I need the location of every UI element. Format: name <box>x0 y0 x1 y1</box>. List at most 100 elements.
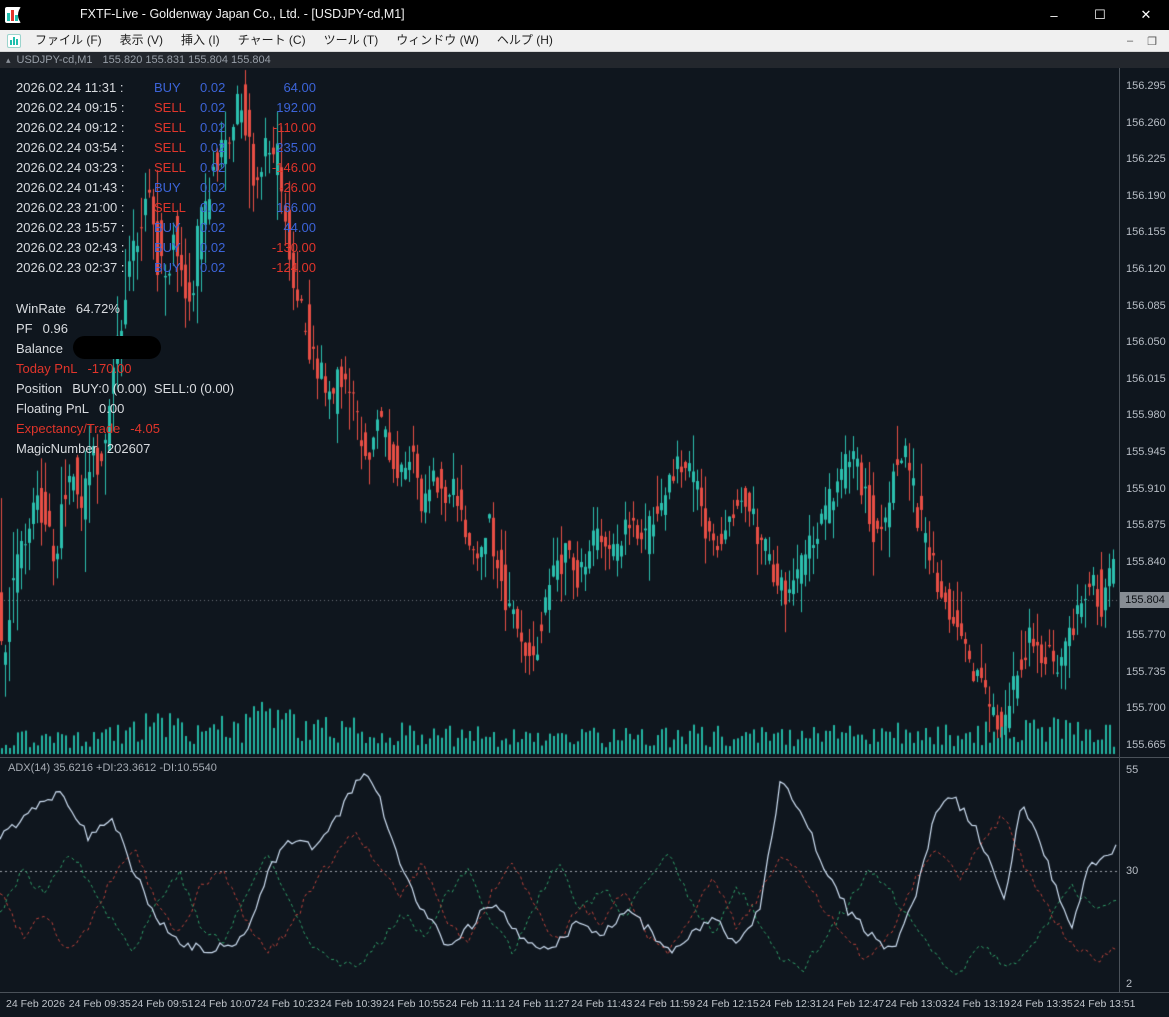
trade-row: 2026.02.24 09:12 : SELL 0.02 -110.00 <box>16 117 316 137</box>
time-axis-label: 24 Feb 10:39 <box>320 998 382 1010</box>
time-axis-label: 24 Feb 13:19 <box>948 998 1010 1010</box>
child-minimize-button[interactable]: – <box>1126 35 1134 47</box>
stat-pf: PF 0.96 <box>16 318 234 338</box>
trade-type: BUY <box>154 179 181 195</box>
stat-position: Position BUY:0 (0.00) SELL:0 (0.00) <box>16 378 234 398</box>
menu-item-chart[interactable]: チャート (C) <box>237 33 306 47</box>
window-title: FXTF-Live - Goldenway Japan Co., Ltd. - … <box>80 7 405 21</box>
time-axis-label: 24 Feb 12:47 <box>822 998 885 1010</box>
stat-expectancy-trade: Expectancy/Trade -4.05 <box>16 418 234 438</box>
trade-type: BUY <box>154 259 181 275</box>
indicator-axis-label: 2 <box>1126 978 1133 990</box>
trade-row: 2026.02.23 02:43 : BUY 0.02 -130.00 <box>16 237 316 257</box>
trade-date: 2026.02.23 02:37 : <box>16 259 125 275</box>
trade-row: 2026.02.23 21:00 : SELL 0.02 166.00 <box>16 197 316 217</box>
time-axis-label: 24 Feb 11:59 <box>634 998 696 1010</box>
time-axis-label: 24 Feb 10:23 <box>257 998 320 1010</box>
price-axis-label: 155.910 <box>1126 482 1166 495</box>
price-axis-label: 155.735 <box>1126 665 1166 678</box>
trade-lots: 0.02 <box>200 119 226 135</box>
panel-separator[interactable] <box>0 757 1169 758</box>
close-button[interactable]: ✕ <box>1140 7 1152 22</box>
price-axis-label: 156.050 <box>1126 336 1166 349</box>
trade-profit: -130.00 <box>271 239 316 255</box>
menu-item-window[interactable]: ウィンドウ (W) <box>396 33 479 47</box>
chart-app-icon <box>7 34 21 48</box>
time-axis[interactable]: 24 Feb 2026 24 Feb 09:35 24 Feb 09:51 24 Fe… <box>0 993 1169 1017</box>
trade-date: 2026.02.23 02:43 : <box>16 239 125 255</box>
trade-date: 2026.02.23 21:00 : <box>16 199 125 215</box>
menu-item-file[interactable]: ファイル (F) <box>35 33 102 47</box>
price-chart-canvas[interactable] <box>0 52 1119 757</box>
stat-label: Expectancy/Trade <box>16 420 121 436</box>
price-axis-label: 156.155 <box>1126 226 1166 239</box>
stat-value: -170.00 <box>87 360 132 376</box>
trade-row: 2026.02.24 01:43 : BUY 0.02 -26.00 <box>16 177 316 197</box>
time-axis-label: 24 Feb 10:55 <box>382 998 445 1010</box>
time-axis-label: 24 Feb 2026 <box>6 998 65 1010</box>
trade-date: 2026.02.24 01:43 : <box>16 179 125 195</box>
chart-symbol-label: USDJPY-cd,M1 <box>16 54 93 66</box>
adx-indicator-label: ADX(14) 35.6216 +DI:23.3612 -DI:10.5540 <box>8 762 217 774</box>
price-axis[interactable]: 155.804 156.295 156.260 156.225 156.190 156.… <box>1119 52 1169 993</box>
indicator-axis-label: 55 <box>1126 764 1139 776</box>
trade-date: 2026.02.24 03:54 : <box>16 139 125 155</box>
current-price-badge: 155.804 <box>1120 591 1169 608</box>
chart-symbol-strip: ▴ USDJPY-cd,M1 155.820 155.831 155.804 155… <box>0 52 1169 68</box>
price-axis-label: 156.190 <box>1126 189 1166 202</box>
trade-profit: 166.00 <box>276 199 316 215</box>
stat-today-pnl: Today PnL -170.00 <box>16 358 234 378</box>
stat-value: 0.96 <box>42 320 68 336</box>
menu-item-help[interactable]: ヘルプ (H) <box>496 33 553 47</box>
trade-profit: 192.00 <box>276 99 316 115</box>
app-icon <box>5 7 21 23</box>
price-axis-label: 156.295 <box>1126 80 1166 92</box>
child-restore-button[interactable]: ❐ <box>1147 35 1157 48</box>
stat-label: MagicNumber <box>16 440 97 456</box>
price-axis-label: 156.015 <box>1126 372 1166 385</box>
minimize-button[interactable]: – <box>1050 7 1058 23</box>
time-axis-label: 24 Feb 11:43 <box>571 998 633 1010</box>
time-axis-label: 24 Feb 09:51 <box>131 998 194 1010</box>
price-axis-label: 156.260 <box>1126 116 1166 129</box>
price-axis-label: 155.840 <box>1126 555 1166 568</box>
redaction-balance <box>72 335 161 359</box>
trade-profit: 64.00 <box>283 79 316 95</box>
stat-label: WinRate <box>16 300 66 316</box>
price-axis-label: 155.770 <box>1126 629 1166 642</box>
trade-lots: 0.02 <box>200 139 226 155</box>
trade-profit: 235.00 <box>276 139 316 155</box>
trade-profit: -124.00 <box>271 259 316 275</box>
trade-lots: 0.02 <box>200 239 226 255</box>
indicator-axis-label: 30 <box>1126 864 1139 877</box>
time-axis-label: 24 Feb 13:35 <box>1010 998 1073 1010</box>
trade-type: SELL <box>154 119 186 135</box>
menu-item-tools[interactable]: ツール (T) <box>323 33 379 47</box>
trade-history-overlay: 2026.02.24 11:31 : BUY 0.02 64.00 2026.02.24… <box>16 77 316 277</box>
price-axis-label: 156.225 <box>1126 153 1166 166</box>
trade-date: 2026.02.24 09:15 : <box>16 99 125 115</box>
titlebar: FXTF-Live - Goldenway Japan Co., Ltd. - … <box>0 0 1169 30</box>
time-axis-label: 24 Feb 12:15 <box>696 998 759 1010</box>
expand-triangle-icon[interactable]: ▴ <box>6 55 11 65</box>
trade-lots: 0.02 <box>200 159 226 175</box>
stat-label: Balance <box>16 340 63 356</box>
price-axis-label: 156.120 <box>1126 263 1166 276</box>
child-window-controls: – ❐ <box>1119 30 1163 52</box>
trade-row: 2026.02.24 11:31 : BUY 0.02 64.00 <box>16 77 316 97</box>
stat-label: Position <box>16 380 63 396</box>
trade-profit: -110.00 <box>272 119 316 135</box>
trade-row: 2026.02.23 15:57 : BUY 0.02 44.00 <box>16 217 316 237</box>
menu-item-insert[interactable]: 挿入 (I) <box>181 33 220 47</box>
maximize-button[interactable]: ☐ <box>1094 7 1106 22</box>
trade-row: 2026.02.24 09:15 : SELL 0.02 192.00 <box>16 97 316 117</box>
adx-indicator-canvas[interactable] <box>0 758 1119 992</box>
price-axis-label: 155.875 <box>1126 519 1166 532</box>
menu-item-view[interactable]: 表示 (V) <box>119 33 164 47</box>
time-axis-label: 24 Feb 10:07 <box>194 998 257 1010</box>
trade-row: 2026.02.24 03:23 : SELL 0.02 -146.00 <box>16 157 316 177</box>
price-axis-label: 155.980 <box>1126 409 1166 422</box>
trade-profit: -26.00 <box>279 179 316 195</box>
trade-lots: 0.02 <box>200 259 226 275</box>
price-axis-label: 155.665 <box>1126 738 1166 751</box>
